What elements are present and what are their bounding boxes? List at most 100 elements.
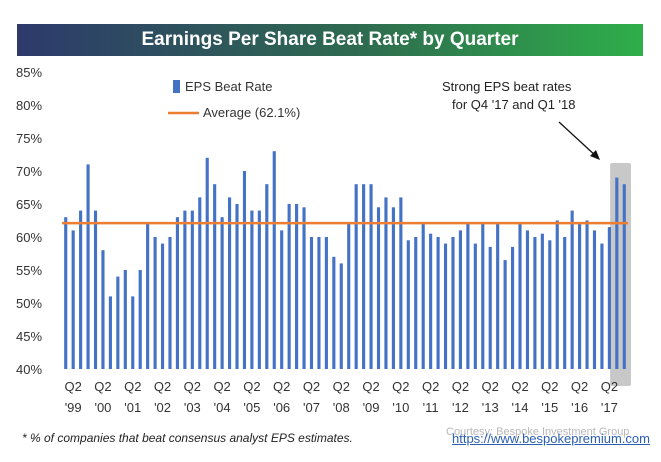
bar bbox=[384, 197, 388, 369]
y-tick-label: 55% bbox=[16, 263, 42, 278]
bar bbox=[421, 223, 425, 369]
x-tick-label: '03 bbox=[184, 400, 201, 415]
bar bbox=[436, 237, 440, 369]
bar bbox=[198, 197, 202, 369]
bar bbox=[242, 171, 247, 369]
bar bbox=[540, 233, 544, 369]
x-tick-label: Q2 bbox=[362, 379, 379, 394]
x-tick-label: '09 bbox=[363, 400, 380, 415]
bar bbox=[123, 270, 127, 369]
bar bbox=[429, 233, 433, 369]
y-tick-label: 40% bbox=[16, 362, 42, 377]
bar bbox=[228, 197, 232, 369]
bar bbox=[391, 207, 395, 369]
x-tick-label: '05 bbox=[243, 400, 260, 415]
bar bbox=[317, 237, 321, 369]
y-tick-label: 85% bbox=[16, 65, 42, 80]
source-link[interactable]: https://www.bespokepremium.com bbox=[452, 431, 650, 446]
y-tick-label: 50% bbox=[16, 296, 42, 311]
bar bbox=[101, 250, 105, 369]
bar bbox=[525, 230, 530, 369]
x-tick-label: Q2 bbox=[243, 379, 260, 394]
x-tick-label: '06 bbox=[273, 400, 290, 415]
bar bbox=[108, 296, 112, 369]
y-tick-label: 80% bbox=[16, 98, 42, 113]
bar bbox=[160, 243, 165, 369]
x-tick-label: Q2 bbox=[422, 379, 439, 394]
bar bbox=[443, 243, 448, 369]
x-tick-label: '99 bbox=[65, 400, 82, 415]
bar bbox=[64, 217, 68, 369]
bar bbox=[511, 246, 515, 369]
x-tick-label: Q2 bbox=[601, 379, 618, 394]
bar bbox=[235, 204, 239, 369]
y-tick-label: 65% bbox=[16, 197, 42, 212]
bar bbox=[354, 184, 358, 369]
annotation-text: Strong EPS beat rates bbox=[442, 79, 572, 94]
x-tick-label: '01 bbox=[124, 400, 141, 415]
bar bbox=[555, 220, 559, 369]
bar bbox=[362, 184, 366, 369]
bar bbox=[607, 227, 611, 369]
bar bbox=[168, 237, 172, 369]
bar bbox=[473, 243, 477, 369]
courtesy-credit: Courtesy: Bespoke Investment Group bbox=[446, 426, 630, 438]
bar bbox=[615, 177, 619, 369]
bar bbox=[414, 237, 418, 369]
x-tick-label: Q2 bbox=[64, 379, 81, 394]
y-tick-label: 70% bbox=[16, 164, 42, 179]
legend-label-average: Average (62.1%) bbox=[203, 105, 300, 120]
x-tick-label: Q2 bbox=[124, 379, 141, 394]
x-tick-label: '12 bbox=[452, 400, 469, 415]
x-tick-label: Q2 bbox=[94, 379, 111, 394]
y-tick-label: 60% bbox=[16, 230, 42, 245]
bar bbox=[295, 204, 299, 369]
bar bbox=[347, 223, 351, 369]
bar bbox=[71, 230, 75, 369]
footnote: * % of companies that beat consensus ana… bbox=[22, 431, 353, 445]
x-tick-label: Q2 bbox=[511, 379, 528, 394]
x-tick-label: '08 bbox=[333, 400, 350, 415]
x-tick-label: '17 bbox=[601, 400, 618, 415]
x-tick-label: Q2 bbox=[452, 379, 469, 394]
bar bbox=[287, 204, 291, 369]
x-tick-label: Q2 bbox=[184, 379, 201, 394]
legend-swatch-bar bbox=[173, 80, 180, 93]
bar bbox=[533, 237, 537, 369]
bar bbox=[86, 164, 90, 369]
bar bbox=[93, 210, 98, 369]
bar bbox=[205, 157, 209, 369]
x-tick-label: '11 bbox=[423, 400, 439, 415]
annotation-text: for Q4 '17 and Q1 '18 bbox=[452, 97, 576, 112]
highlight-box bbox=[610, 163, 631, 386]
bar bbox=[324, 237, 328, 369]
x-tick-label: '10 bbox=[392, 400, 409, 415]
x-tick-label: '00 bbox=[94, 400, 111, 415]
bar bbox=[518, 223, 522, 369]
y-tick-label: 75% bbox=[16, 131, 42, 146]
x-tick-label: Q2 bbox=[333, 379, 350, 394]
bar bbox=[146, 223, 150, 369]
x-tick-label: Q2 bbox=[482, 379, 499, 394]
bar bbox=[213, 184, 217, 369]
x-tick-label: '04 bbox=[214, 400, 231, 415]
bar bbox=[399, 197, 403, 369]
bar bbox=[79, 210, 83, 369]
chart-title: Earnings Per Share Beat Rate* by Quarter bbox=[17, 24, 643, 56]
x-tick-label: '15 bbox=[541, 400, 558, 415]
bar bbox=[116, 276, 120, 369]
bar bbox=[175, 217, 179, 369]
bar bbox=[309, 237, 314, 369]
bar bbox=[585, 220, 589, 369]
bar bbox=[302, 207, 306, 369]
bar bbox=[458, 230, 462, 369]
y-tick-label: 45% bbox=[16, 329, 42, 344]
x-tick-label: Q2 bbox=[392, 379, 409, 394]
x-tick-label: '16 bbox=[571, 400, 588, 415]
x-tick-label: '02 bbox=[154, 400, 171, 415]
bar bbox=[220, 217, 224, 369]
bar bbox=[488, 246, 492, 369]
bar bbox=[451, 237, 455, 369]
bar bbox=[570, 210, 574, 369]
